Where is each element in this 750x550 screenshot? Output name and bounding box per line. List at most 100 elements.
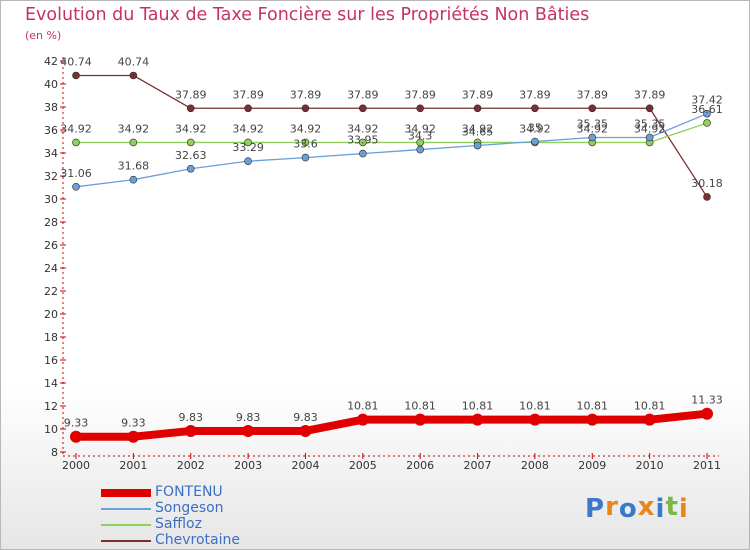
data-point-chevrotaine [416,104,424,113]
data-label-fontenu: 9.33 [64,417,89,430]
data-point-chevrotaine [588,104,597,113]
data-label-chevrotaine: 37.89 [175,88,207,101]
data-label-saffloz: 34.92 [347,122,379,135]
data-label-fontenu: 10.81 [404,400,436,413]
legend-label: FONTENU [155,484,223,500]
y-tick-label: 16 [44,354,58,367]
data-label-chevrotaine: 37.89 [290,88,322,101]
data-label-fontenu: 9.83 [293,411,318,424]
legend-swatch [101,489,151,497]
x-tick-label: 2010 [636,459,664,472]
data-label-songeson: 31.68 [118,160,150,173]
x-tick-label: 2009 [578,459,606,472]
y-tick-label: 26 [44,239,58,252]
data-label-saffloz: 34.92 [175,122,207,135]
data-point-songeson [72,183,80,191]
data-point-chevrotaine [186,104,195,113]
x-tick-label: 2004 [291,459,319,472]
series-line-fontenu [76,409,708,441]
data-label-chevrotaine: 37.89 [232,88,264,101]
data-label-chevrotaine: 37.89 [404,88,436,101]
data-label-fontenu: 10.81 [462,400,494,413]
data-point-chevrotaine [531,104,539,113]
data-label-saffloz: 34.92 [634,122,666,135]
x-tick-label: 2007 [464,459,492,472]
data-label-saffloz: 34.92 [519,122,551,135]
series-line-saffloz [76,122,708,144]
x-tick-label: 2000 [62,459,90,472]
legend-swatch [101,524,151,526]
y-tick-label: 20 [44,308,58,321]
data-point-fontenu [528,413,541,426]
data-point-chevrotaine [645,104,654,113]
y-tick-label: 36 [44,124,58,137]
legend-swatch [101,540,151,542]
data-label-songeson: 34.65 [462,126,494,139]
data-point-songeson [645,133,654,142]
x-tick-label: 2003 [234,459,262,472]
chart-title: Evolution du Taux de Taxe Foncière sur l… [25,5,590,25]
data-label-saffloz: 36.61 [691,103,723,116]
data-label-songeson: 34.3 [408,130,433,143]
series-lines [75,74,708,441]
data-label-songeson: 37.42 [691,94,723,107]
series-line-chevrotaine [76,74,708,198]
data-label-songeson: 35.35 [577,117,609,130]
axes: 8 10 12 14 16 18 20 22 24 26 28 30 32 34 36 38 40 42 2000 2… [44,55,721,472]
data-point-fontenu [356,413,369,426]
data-label-chevrotaine: 37.89 [634,88,666,101]
data-point-fontenu [70,430,82,443]
data-label-fontenu: 9.83 [236,411,261,424]
logo-letter: t [665,492,679,522]
y-tick-label: 18 [44,331,58,344]
x-tick-label: 2006 [406,459,434,472]
y-axis-unit: (en %) [25,29,62,42]
data-label-saffloz: 34.92 [232,122,264,135]
series-line-songeson [75,113,708,188]
data-point-saffloz [703,119,711,127]
x-tick-label: 2005 [349,459,377,472]
data-point-fontenu [184,424,197,437]
x-tick-label: 2008 [521,459,549,472]
data-label-saffloz: 34.92 [118,122,150,135]
y-tick-label: 10 [44,423,58,436]
data-point-songeson [301,153,310,162]
data-point-songeson [244,157,252,165]
y-tick-label: 22 [44,285,58,298]
y-tick-label: 40 [44,78,58,91]
data-label-songeson: 33.29 [232,141,264,154]
logo-letter: r [605,492,619,522]
series-points [70,71,713,443]
data-point-chevrotaine [72,71,80,80]
data-label-chevrotaine: 30.18 [691,177,723,190]
data-point-chevrotaine [301,104,310,113]
data-point-fontenu [127,430,140,443]
x-tick-label: 2001 [119,459,147,472]
data-point-saffloz [359,138,367,147]
data-point-chevrotaine [359,104,367,113]
y-tick-label: 38 [44,101,58,114]
data-label-chevrotaine: 37.89 [347,88,379,101]
data-point-songeson [186,164,195,173]
data-label-songeson: 33.6 [293,138,318,151]
proxiti-logo: Proxiti [585,492,689,524]
data-point-songeson [129,175,138,184]
y-tick-label: 30 [44,193,58,206]
y-tick-label: 28 [44,216,58,229]
data-point-fontenu [242,424,255,437]
logo-letter: x [637,492,656,522]
data-label-saffloz: 34.92 [462,122,494,135]
data-label-fontenu: 10.81 [519,400,551,413]
data-point-chevrotaine [473,104,482,113]
legend-label: Saffloz [155,516,202,532]
data-label-songeson: 33.95 [347,134,379,147]
data-label-fontenu: 11.33 [691,394,723,407]
data-point-saffloz [72,138,80,147]
data-point-songeson [416,145,424,154]
data-point-songeson [588,133,597,142]
data-point-fontenu [701,407,713,420]
data-point-chevrotaine [244,104,252,113]
data-label-fontenu: 10.81 [577,400,609,413]
